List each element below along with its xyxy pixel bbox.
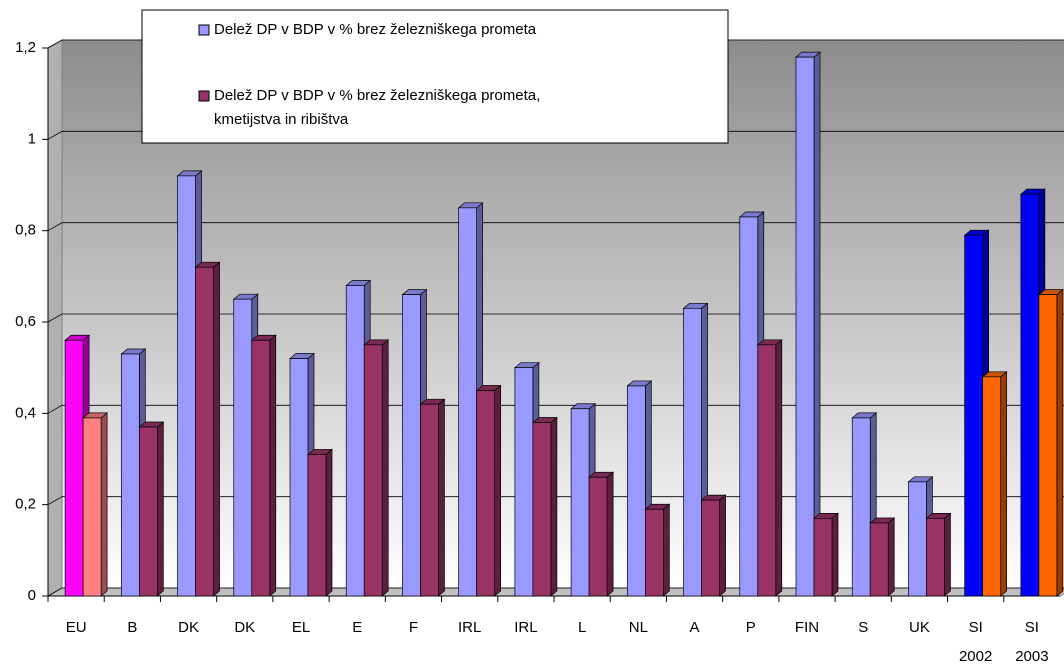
bar <box>626 385 646 597</box>
legend-box <box>141 9 729 144</box>
bar <box>177 175 196 597</box>
legend-swatch <box>198 90 210 102</box>
bar <box>1038 294 1058 597</box>
x-tick-label: FIN <box>795 619 819 636</box>
bar-side <box>887 517 895 597</box>
x-tick-label: UK <box>909 619 930 636</box>
bar <box>307 454 327 597</box>
x-tick-label: EL <box>292 619 310 636</box>
bar <box>908 481 927 597</box>
bar <box>1020 193 1040 597</box>
bar-side <box>719 494 726 597</box>
y-tick-label: 1 <box>28 130 36 147</box>
bar <box>644 508 664 597</box>
bar-side <box>1056 288 1064 597</box>
bar <box>402 294 421 597</box>
bar <box>813 518 833 597</box>
bar-side <box>269 334 277 597</box>
x-tick-sublabel: 2003 <box>1015 648 1048 665</box>
bar <box>588 476 608 597</box>
y-tick-label: 0 <box>28 587 36 604</box>
y-tick-label: 0,6 <box>15 313 36 330</box>
bar-side <box>156 421 164 597</box>
x-tick-label: DK <box>178 619 199 636</box>
bar <box>138 426 158 597</box>
x-tick-label: L <box>578 619 586 636</box>
grid-line <box>47 313 1064 323</box>
x-tick-label: DK <box>234 619 255 636</box>
bar <box>233 298 253 597</box>
grid-line <box>47 39 1064 49</box>
legend-label-line: kmetijstva in ribištva <box>214 111 349 128</box>
bar <box>82 417 102 597</box>
legend-label-line: Delež DP v BDP v % brez železniškega pro… <box>214 87 540 104</box>
bar <box>64 339 84 597</box>
bar <box>120 353 140 597</box>
bar-side <box>606 471 614 597</box>
bar-side <box>550 416 558 597</box>
x-tick-label: IRL <box>458 619 481 636</box>
bar-side <box>100 412 108 597</box>
bar <box>739 216 759 597</box>
bar <box>869 522 889 597</box>
bar <box>683 307 702 597</box>
bar <box>532 422 552 597</box>
bar-side <box>1000 371 1008 597</box>
bar <box>345 285 365 597</box>
grid-line <box>47 130 1064 140</box>
legend-swatch <box>198 24 210 36</box>
x-tick-label: A <box>690 619 700 636</box>
bar <box>701 499 720 597</box>
bar <box>363 344 383 597</box>
bar <box>926 518 945 597</box>
x-tick-label: F <box>409 619 418 636</box>
y-tick-label: 0,4 <box>15 404 36 421</box>
bar <box>420 403 439 597</box>
bar <box>195 266 214 597</box>
grid-line <box>47 222 1064 232</box>
bar <box>251 339 271 597</box>
legend: Delež DP v BDP v % brez železniškega pro… <box>141 9 729 144</box>
y-tick-label: 1,2 <box>15 39 36 56</box>
bar <box>757 344 777 597</box>
bar-side <box>831 512 839 597</box>
x-tick-label: E <box>352 619 362 636</box>
bar <box>851 417 871 597</box>
bar <box>514 367 534 597</box>
bar-side <box>944 512 951 597</box>
y-tick-label: 0,8 <box>15 222 36 239</box>
bar <box>964 234 984 597</box>
bar <box>476 390 496 597</box>
x-tick-label: NL <box>629 619 648 636</box>
x-tick-label: P <box>746 619 756 636</box>
bar-side <box>325 448 333 597</box>
bar-side <box>438 398 445 597</box>
x-tick-label: B <box>127 619 137 636</box>
x-tick-sublabel: 2002 <box>959 648 992 665</box>
x-tick-label: SI <box>969 619 983 636</box>
y-tick-label: 0,2 <box>15 496 36 513</box>
legend-label: Delež DP v BDP v % brez železniškega pro… <box>214 87 540 128</box>
bar <box>570 408 590 597</box>
x-tick-label: S <box>858 619 868 636</box>
legend-label: Delež DP v BDP v % brez železniškega pro… <box>214 21 537 38</box>
x-tick-label: EU <box>66 619 87 636</box>
bar-side <box>775 339 783 597</box>
x-tick-label: IRL <box>514 619 537 636</box>
bar-side <box>381 339 389 597</box>
bar <box>982 376 1002 597</box>
grid-line <box>47 404 1064 414</box>
bar-side <box>662 503 670 597</box>
bar-side <box>494 384 502 597</box>
bar-side <box>213 261 220 597</box>
grid-line <box>47 587 1064 597</box>
bar <box>458 207 478 597</box>
bar <box>289 358 309 597</box>
grid-line <box>47 496 1064 506</box>
bar <box>795 56 815 597</box>
x-tick-label: SI <box>1025 619 1039 636</box>
